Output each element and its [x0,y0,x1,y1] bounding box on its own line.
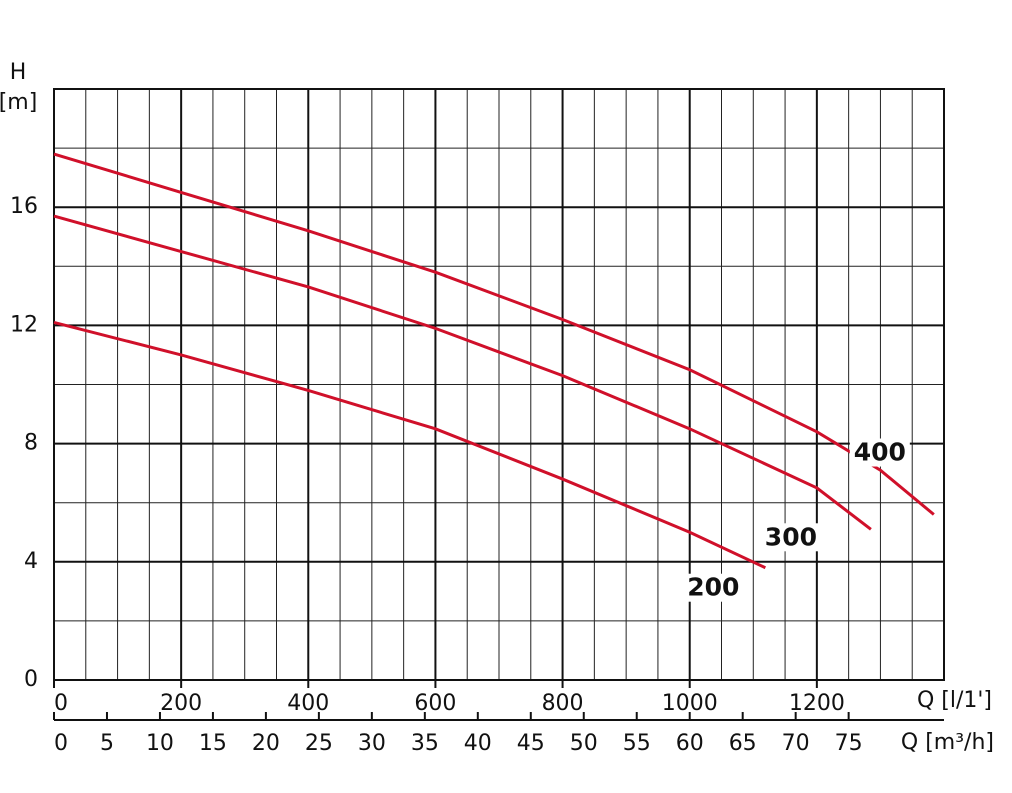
plot-frame [53,88,945,681]
y-axis-unit: [m] [0,90,37,115]
x2-tick-label: 55 [623,731,651,756]
x-tick-label: 1200 [789,691,845,716]
x-tick-label: 0 [54,691,68,716]
x2-tick-label: 60 [676,731,704,756]
series-label: 200 [687,573,739,602]
x2-tick-label: 5 [100,731,114,756]
x2-tick-label: 25 [305,731,333,756]
x-tick-label: 400 [287,691,329,716]
x2-tick-label: 0 [54,731,68,756]
x-axis-label: Q [l/1'] [917,688,992,713]
x2-tick-label: 45 [517,731,545,756]
y-tick-label: 16 [10,194,38,219]
x2-tick-label: 50 [570,731,598,756]
x2-tick-label: 10 [146,731,174,756]
series-label: 300 [765,522,817,551]
x2-tick-label: 65 [729,731,757,756]
x2-tick-label: 70 [782,731,810,756]
label-bg [683,573,744,602]
y-tick-label: 8 [24,431,38,456]
x2-tick-label: 40 [464,731,492,756]
x-tick-label: 1000 [662,691,718,716]
y-tick-label: 4 [24,549,38,574]
x-tick-label: 200 [160,691,202,716]
curve [53,214,872,531]
x2-axis-label: Q [m³/h] [901,730,994,755]
series-label: 400 [854,438,906,467]
y-tick-label: 0 [24,667,38,692]
curve [53,320,767,570]
x2-tick-label: 15 [199,731,227,756]
x2-tick-label: 35 [411,731,439,756]
x2-tick-label: 20 [252,731,280,756]
label-bg [760,523,821,552]
x2-tick-label: 30 [358,731,386,756]
y-tick-label: 12 [10,312,38,337]
label-bg [849,438,910,467]
x-tick-label: 800 [542,691,584,716]
x-tick-label: 600 [414,691,456,716]
y-axis-label: H [10,60,27,85]
x2-tick-label: 75 [835,731,863,756]
